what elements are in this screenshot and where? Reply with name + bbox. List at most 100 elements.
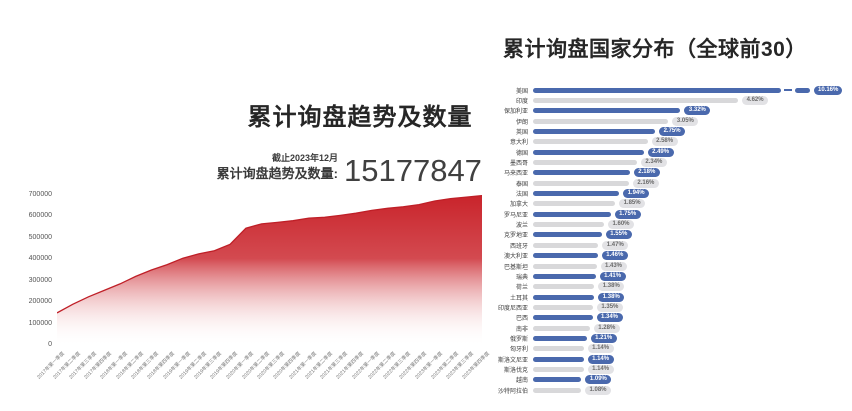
bar-row: 加拿大 1.85% (486, 199, 850, 209)
country-label: 伊朗 (515, 119, 528, 126)
country-label: 沙特阿拉伯 (497, 388, 528, 395)
country-bar (533, 201, 616, 207)
value-badge: 1.38% (598, 282, 625, 292)
total-count-label: 累计询盘趋势及数量: (216, 166, 338, 181)
country-label: 墨西哥 (509, 161, 528, 168)
total-annotation: 截止2023年12月 累计询盘趋势及数量: (120, 152, 338, 184)
y-tick-label: 300000 (28, 276, 52, 284)
trend-x-axis: 2017年第一季度 2017年第二季度 2017年第三季度 2017年第四季度 2018… (36, 347, 491, 407)
bar-row: 巴基斯坦 1.43% (486, 261, 850, 271)
trend-area-plot (56, 194, 483, 345)
bar-row: 波兰 1.60% (486, 219, 850, 230)
country-bar (533, 118, 669, 124)
bar-row: 法国 1.94% (486, 188, 850, 199)
country-bar (533, 129, 656, 135)
asof-date-label: 截止2023年12月 (271, 153, 338, 163)
bar-row: 荷兰 1.38% (486, 282, 850, 292)
value-badge: 1.14% (587, 364, 614, 374)
total-count-value: 15177847 (344, 153, 482, 188)
country-label: 波兰 (515, 223, 528, 230)
value-badge: 1.85% (619, 199, 646, 209)
country-bar-chart: 美国 10.16% 印度 4.62% 保加利亚 3.32% 伊朗 3.05% 英国 2.75% 意大… (486, 85, 850, 396)
y-tick-label: 100000 (28, 319, 52, 327)
value-badge: 1.41% (599, 271, 626, 281)
axis-break-dash (784, 89, 792, 92)
y-tick-label: 600000 (28, 212, 52, 220)
country-chart-title: 累计询盘国家分布（全球前30） (503, 38, 807, 61)
country-label: 澳大利亚 (503, 254, 528, 261)
value-badge: 3.32% (684, 106, 711, 116)
country-bar (533, 191, 620, 197)
value-badge: 1.75% (614, 209, 641, 219)
value-badge: 2.58% (651, 137, 678, 147)
country-bar (533, 139, 648, 145)
country-label: 越南 (515, 378, 528, 385)
value-badge: 2.75% (659, 127, 686, 137)
country-bar (533, 232, 602, 238)
trend-area-shape (57, 195, 482, 345)
country-label: 瑞典 (515, 274, 528, 281)
bar-row: 保加利亚 3.32% (486, 106, 850, 116)
country-label: 英国 (515, 130, 528, 137)
value-badge: 1.09% (585, 375, 612, 385)
country-bar (533, 160, 637, 166)
bar-row: 印度尼西亚 1.35% (486, 302, 850, 312)
bar-row: 泰国 2.16% (486, 178, 850, 188)
country-label: 美国 (515, 88, 528, 95)
value-badge: 2.34% (640, 158, 667, 168)
bar-row: 巴西 1.34% (486, 313, 850, 323)
country-bar (533, 180, 629, 186)
value-badge: 1.21% (590, 333, 617, 343)
bar-row: 德国 2.49% (486, 147, 850, 157)
country-label: 罗马尼亚 (503, 212, 528, 219)
trend-line (56, 194, 483, 314)
country-bar (533, 170, 630, 176)
country-label: 斯洛伐克 (503, 367, 528, 374)
y-tick-label: 500000 (28, 233, 52, 241)
country-bar (533, 108, 681, 114)
country-label: 巴西 (515, 316, 528, 323)
country-bar (533, 87, 781, 93)
bar-row: 沙特阿拉伯 1.08% (486, 385, 850, 395)
value-badge: 1.34% (596, 313, 623, 323)
country-bar (533, 273, 596, 279)
country-bar (533, 242, 599, 248)
country-label: 泰国 (515, 181, 528, 188)
bar-row: 匈牙利 1.14% (486, 344, 850, 354)
bar-row: 越南 1.09% (486, 375, 850, 385)
value-badge: 10.16% (814, 85, 843, 95)
country-bar (533, 387, 581, 393)
country-label: 德国 (515, 150, 528, 157)
bar-row: 斯洛文尼亚 1.14% (486, 354, 850, 364)
country-bar (533, 304, 593, 310)
country-label: 印度 (515, 99, 528, 106)
bar-row: 克罗地亚 1.55% (486, 230, 850, 240)
country-label: 土耳其 (509, 295, 528, 302)
bar-row: 土耳其 1.38% (486, 292, 850, 302)
value-badge: 2.49% (647, 147, 674, 157)
trend-chart-title: 累计询盘趋势及数量 (247, 104, 473, 131)
trend-area-svg (56, 194, 483, 345)
value-badge: 1.43% (600, 261, 627, 271)
country-label: 南非 (515, 326, 528, 333)
country-bar (533, 263, 597, 269)
country-bar (533, 222, 604, 228)
country-bar (533, 284, 595, 290)
value-badge: 3.05% (672, 116, 699, 126)
bar-row: 瑞典 1.41% (486, 271, 850, 281)
country-bar (533, 366, 584, 372)
value-badge: 1.47% (602, 240, 629, 250)
bar-row: 印度 4.62% (486, 95, 850, 106)
bar-row: 斯洛伐克 1.14% (486, 364, 850, 374)
country-label: 西班牙 (509, 243, 528, 250)
country-bar (533, 335, 587, 341)
value-badge: 1.38% (598, 292, 625, 302)
country-bar (533, 253, 598, 259)
y-tick-label: 400000 (28, 255, 52, 263)
country-label: 斯洛文尼亚 (497, 357, 528, 364)
value-badge: 1.28% (593, 323, 620, 333)
y-tick-label: 200000 (28, 298, 52, 306)
trend-y-axis: 0 100000 200000 300000 400000 500000 600000 700… (8, 191, 52, 348)
bar-row: 英国 2.75% (486, 126, 850, 137)
y-tick-label: 0 (48, 341, 52, 348)
